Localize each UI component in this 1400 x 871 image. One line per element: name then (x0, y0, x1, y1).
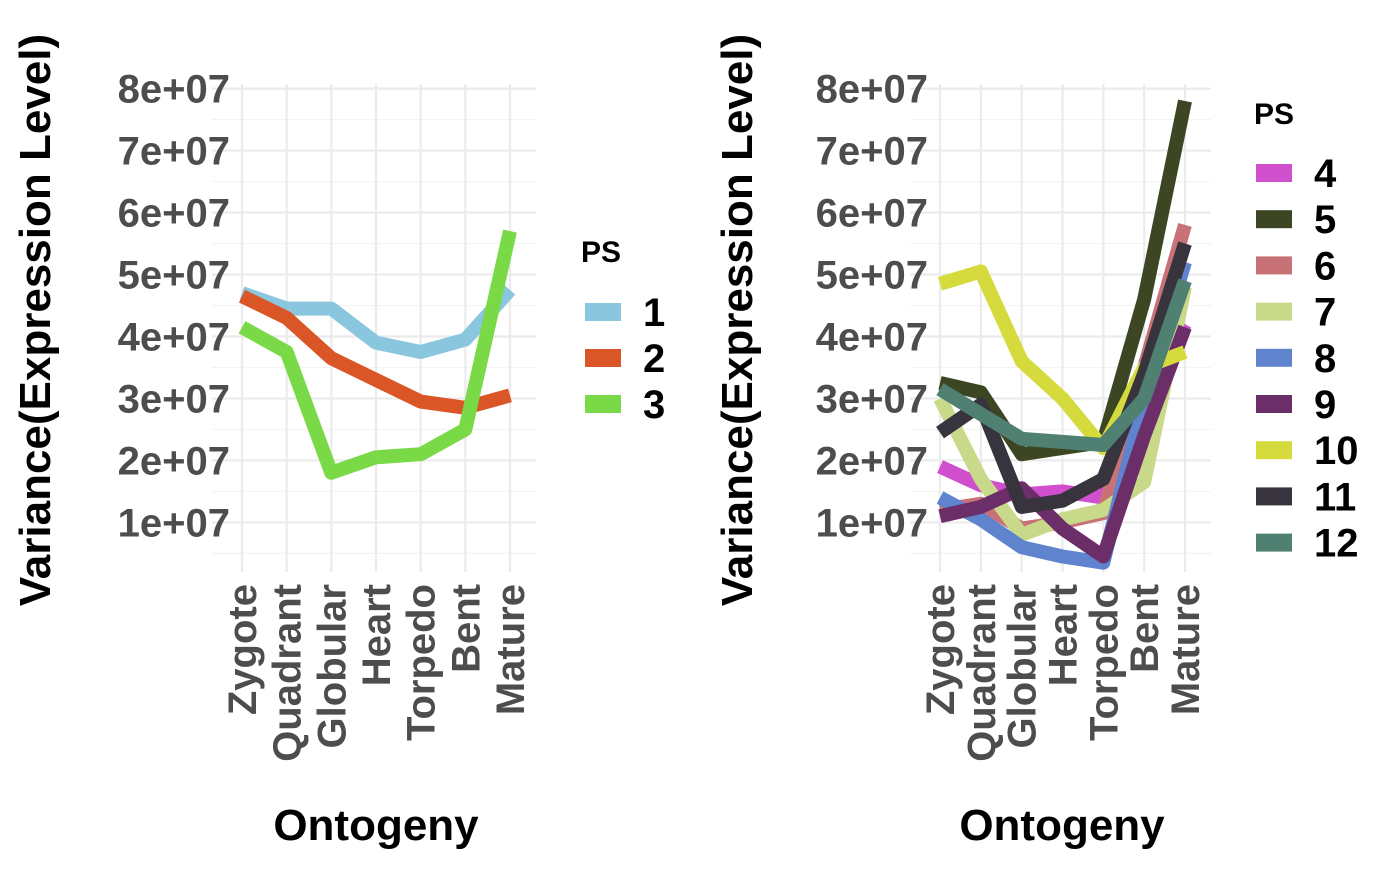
y-tick-label: 4e+07 (118, 315, 230, 359)
y-tick-label: 1e+07 (118, 501, 230, 545)
x-tick-label: Heart (355, 584, 399, 686)
legend-label-ps-8: 8 (1314, 337, 1336, 381)
series-line-ps-1 (239, 285, 516, 359)
x-tick-label: Heart (1042, 584, 1086, 686)
legend-label-ps-10: 10 (1314, 429, 1359, 473)
y-axis-ticks: 1e+07 2e+07 3e+07 4e+07 5e+07 6e+07 7e+07 8e+07 (118, 68, 230, 546)
legend-label-ps-3: 3 (643, 383, 665, 427)
legend-label-ps-11: 11 (1314, 475, 1356, 519)
legend-label-ps-5: 5 (1314, 198, 1336, 242)
series-line-ps-11 (936, 241, 1192, 514)
x-tick-label: Quadrant (266, 584, 310, 762)
x-tick-label: Torpedo (400, 584, 444, 741)
y-tick-label: 8e+07 (816, 68, 928, 112)
chart-panel-1: 1e+07 2e+07 3e+07 4e+07 5e+07 6e+07 7e+07 8e+07… (11, 34, 665, 850)
y-tick-label: 8e+07 (118, 68, 230, 112)
x-tick-label: Globular (310, 584, 354, 748)
legend-key-ps-1 (585, 303, 621, 321)
y-axis-title: Variance(Expression Level) (713, 34, 762, 606)
chart-panel-2: 1e+07 2e+07 3e+07 4e+07 5e+07 6e+07 7e+07 8e+07… (713, 34, 1359, 850)
legend-key-ps-2 (585, 349, 621, 367)
x-tick-label: Bent (1123, 584, 1167, 673)
x-tick-label: Torpedo (1082, 584, 1126, 741)
y-tick-label: 6e+07 (118, 192, 230, 236)
y-tick-label: 5e+07 (118, 254, 230, 298)
y-tick-label: 3e+07 (816, 377, 928, 421)
legend-key-ps-4 (1256, 164, 1292, 182)
series-line-ps-12 (936, 278, 1192, 452)
series-lines (238, 229, 517, 480)
legend-key-ps-7 (1256, 302, 1292, 321)
series-lines (933, 99, 1192, 570)
y-tick-label: 3e+07 (118, 377, 230, 421)
x-tick-label: Quadrant (960, 584, 1004, 762)
series-line-ps-3 (238, 229, 517, 480)
legend-label-ps-4: 4 (1314, 152, 1337, 196)
y-tick-label: 6e+07 (816, 192, 928, 236)
y-tick-label: 7e+07 (816, 130, 928, 174)
y-tick-label: 7e+07 (118, 130, 230, 174)
legend-label-ps-7: 7 (1314, 291, 1336, 335)
y-tick-label: 5e+07 (816, 254, 928, 298)
x-axis-title: Ontogeny (959, 801, 1165, 850)
legend-key-ps-10 (1256, 441, 1292, 460)
legend: PS 123 (581, 236, 665, 427)
legend-key-ps-6 (1256, 256, 1292, 275)
y-tick-label: 1e+07 (816, 501, 928, 545)
series-line-ps-9 (938, 324, 1192, 564)
legend-key-ps-11 (1256, 487, 1292, 506)
legend-key-ps-12 (1256, 533, 1292, 552)
x-tick-label: Mature (489, 584, 533, 715)
x-tick-label: Bent (444, 584, 488, 673)
x-axis-ticks: ZygoteQuadrantGlobularHeartTorpedoBentMa… (919, 584, 1208, 762)
y-axis-title: Variance(Expression Level) (11, 34, 60, 606)
legend-key-ps-5 (1256, 210, 1292, 229)
y-tick-label: 2e+07 (118, 439, 230, 483)
x-tick-label: Zygote (221, 584, 265, 715)
legend-key-ps-9 (1256, 395, 1292, 413)
x-tick-label: Zygote (919, 584, 963, 715)
legend-key-ps-3 (585, 395, 621, 413)
legend-label-ps-1: 1 (643, 291, 665, 335)
legend-label-ps-6: 6 (1314, 244, 1336, 288)
y-axis-ticks: 1e+07 2e+07 3e+07 4e+07 5e+07 6e+07 7e+07 8e+07 (816, 68, 928, 546)
y-tick-label: 2e+07 (816, 439, 928, 483)
legend-label-ps-12: 12 (1314, 522, 1359, 566)
legend-key-ps-8 (1256, 348, 1292, 367)
legend-label-ps-2: 2 (643, 337, 665, 381)
legend-title: PS (581, 236, 621, 269)
legend-title: PS (1254, 98, 1294, 131)
x-axis-title: Ontogeny (273, 801, 479, 850)
legend-label-ps-9: 9 (1314, 383, 1336, 427)
y-tick-label: 4e+07 (816, 315, 928, 359)
x-tick-label: Globular (1001, 584, 1045, 748)
x-tick-label: Mature (1164, 584, 1208, 715)
